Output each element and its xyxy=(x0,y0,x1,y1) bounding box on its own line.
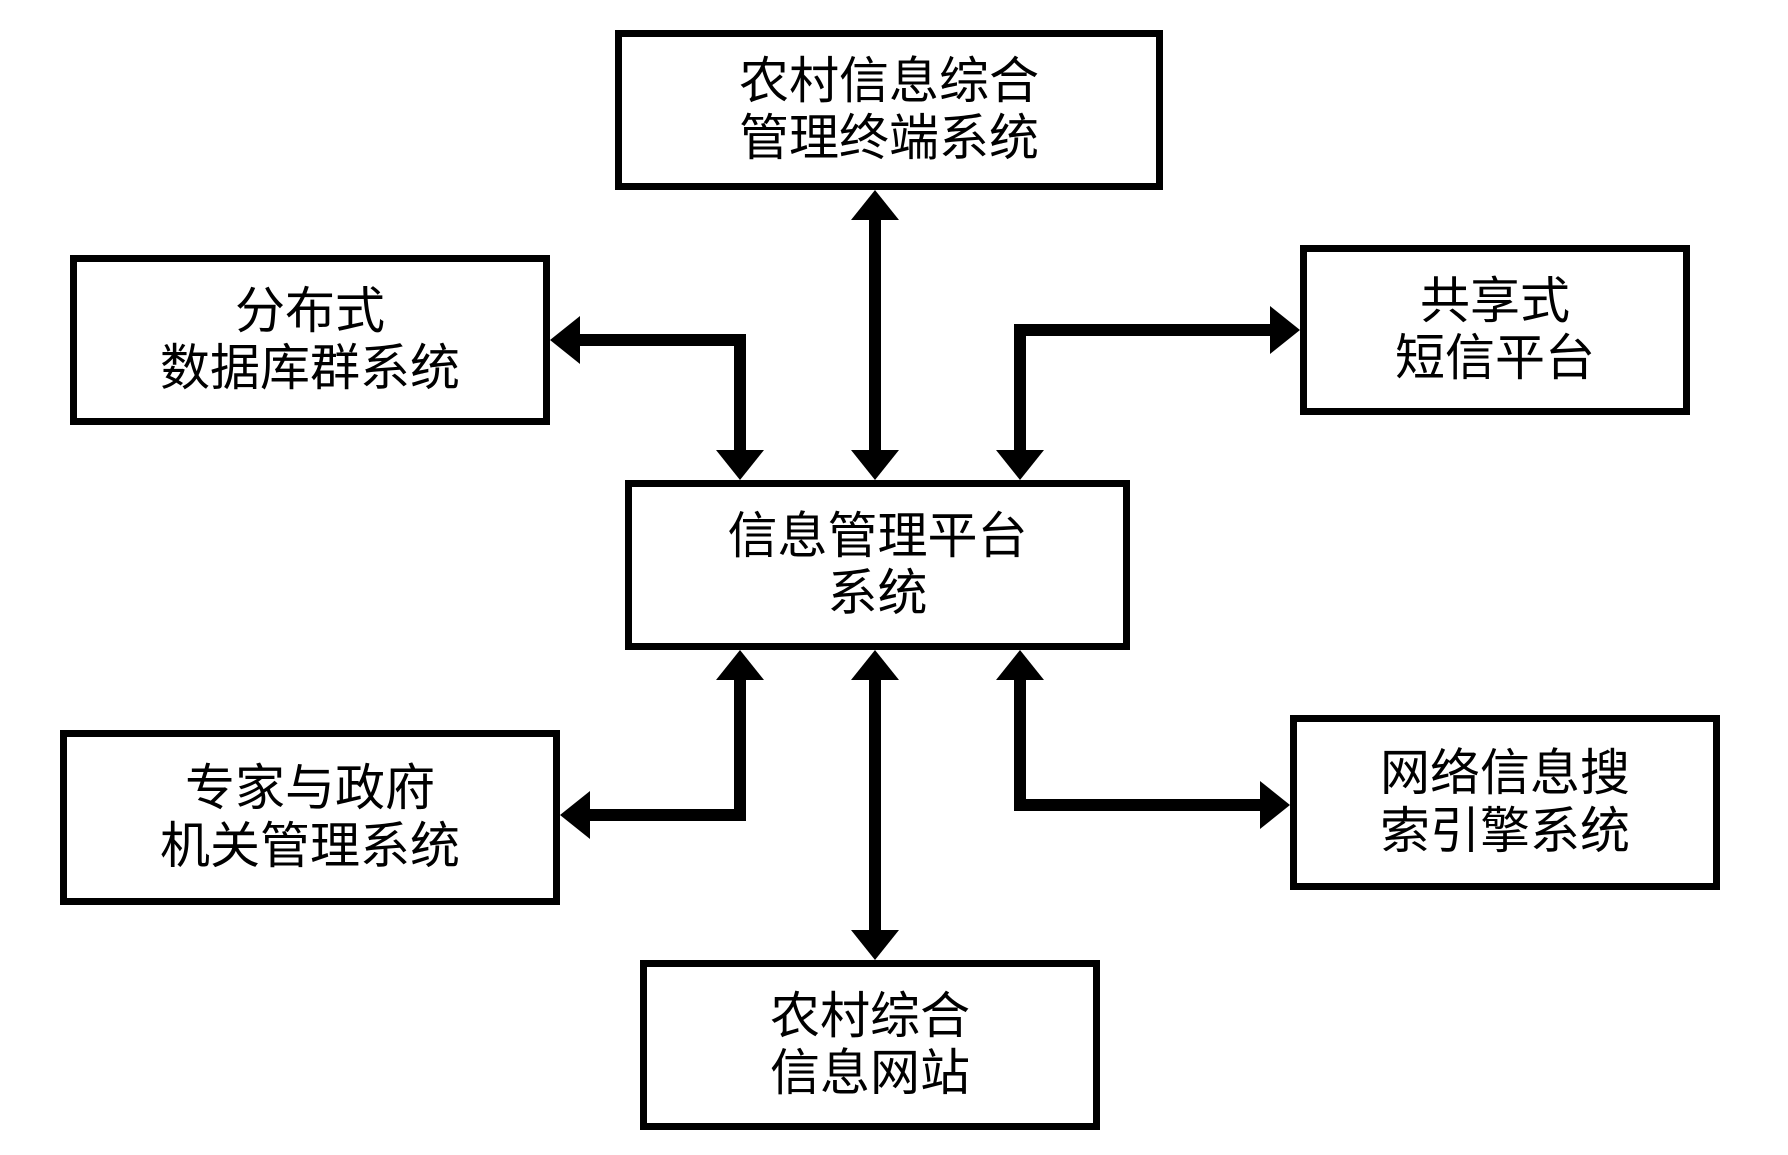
edge-center-left1 xyxy=(580,340,740,450)
diagram-stage: 农村信息综合 管理终端系统分布式 数据库群系统 共享式 短信平台信息管理平台 系统… xyxy=(0,0,1788,1155)
edge-center-left2 xyxy=(590,680,740,815)
node-bottom: 农村综合 信息网站 xyxy=(640,960,1100,1130)
node-top: 农村信息综合 管理终端系统 xyxy=(615,30,1163,190)
node-right1: 共享式 短信平台 xyxy=(1300,245,1690,415)
node-right2: 网络信息搜 索引擎系统 xyxy=(1290,715,1720,890)
node-center: 信息管理平台 系统 xyxy=(625,480,1130,650)
node-left2: 专家与政府 机关管理系统 xyxy=(60,730,560,905)
edge-center-right2 xyxy=(1020,680,1260,805)
edge-center-right1 xyxy=(1020,330,1270,450)
node-left1: 分布式 数据库群系统 xyxy=(70,255,550,425)
